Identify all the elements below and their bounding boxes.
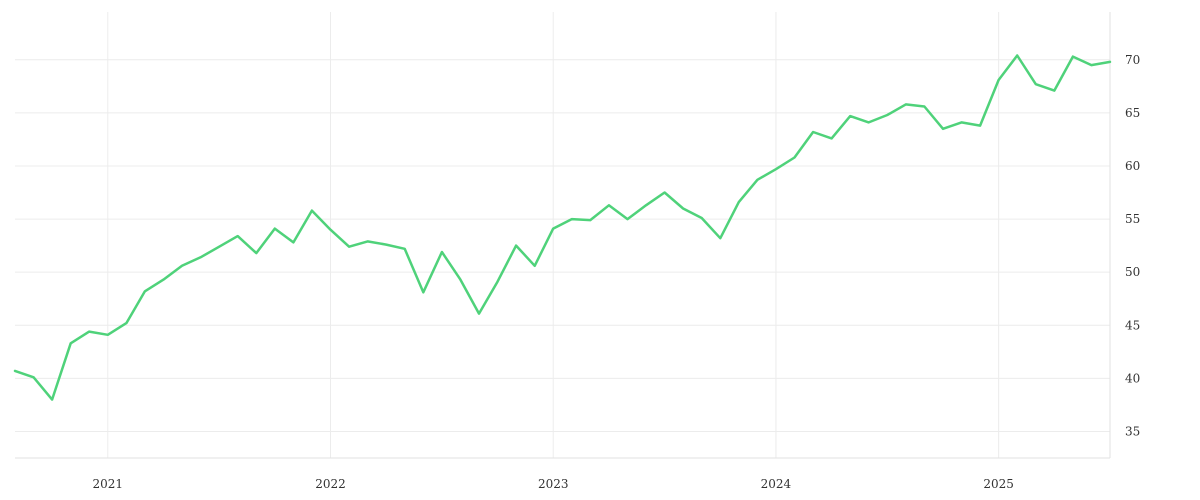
- grid: [15, 12, 1110, 458]
- y-tick-label: 60: [1125, 159, 1140, 173]
- series-line: [13, 54, 1112, 401]
- x-tick-label: 2025: [983, 477, 1014, 491]
- series: [13, 54, 1112, 401]
- y-tick-label: 40: [1125, 371, 1140, 385]
- x-tick-label: 2023: [538, 477, 569, 491]
- x-tick-label: 2024: [761, 477, 792, 491]
- y-tick-label: 55: [1125, 212, 1140, 226]
- x-tick-label: 2021: [93, 477, 124, 491]
- axes: [15, 12, 1111, 459]
- x-tick-label: 2022: [315, 477, 346, 491]
- y-tick-label: 35: [1125, 424, 1140, 438]
- tick-labels: 35 40 45 50 55 60 65 70 2021 2022 2023 2024 2025: [93, 53, 1141, 491]
- y-tick-label: 70: [1125, 53, 1140, 67]
- y-tick-label: 45: [1125, 318, 1140, 332]
- y-tick-label: 65: [1125, 106, 1140, 120]
- y-tick-label: 50: [1125, 265, 1140, 279]
